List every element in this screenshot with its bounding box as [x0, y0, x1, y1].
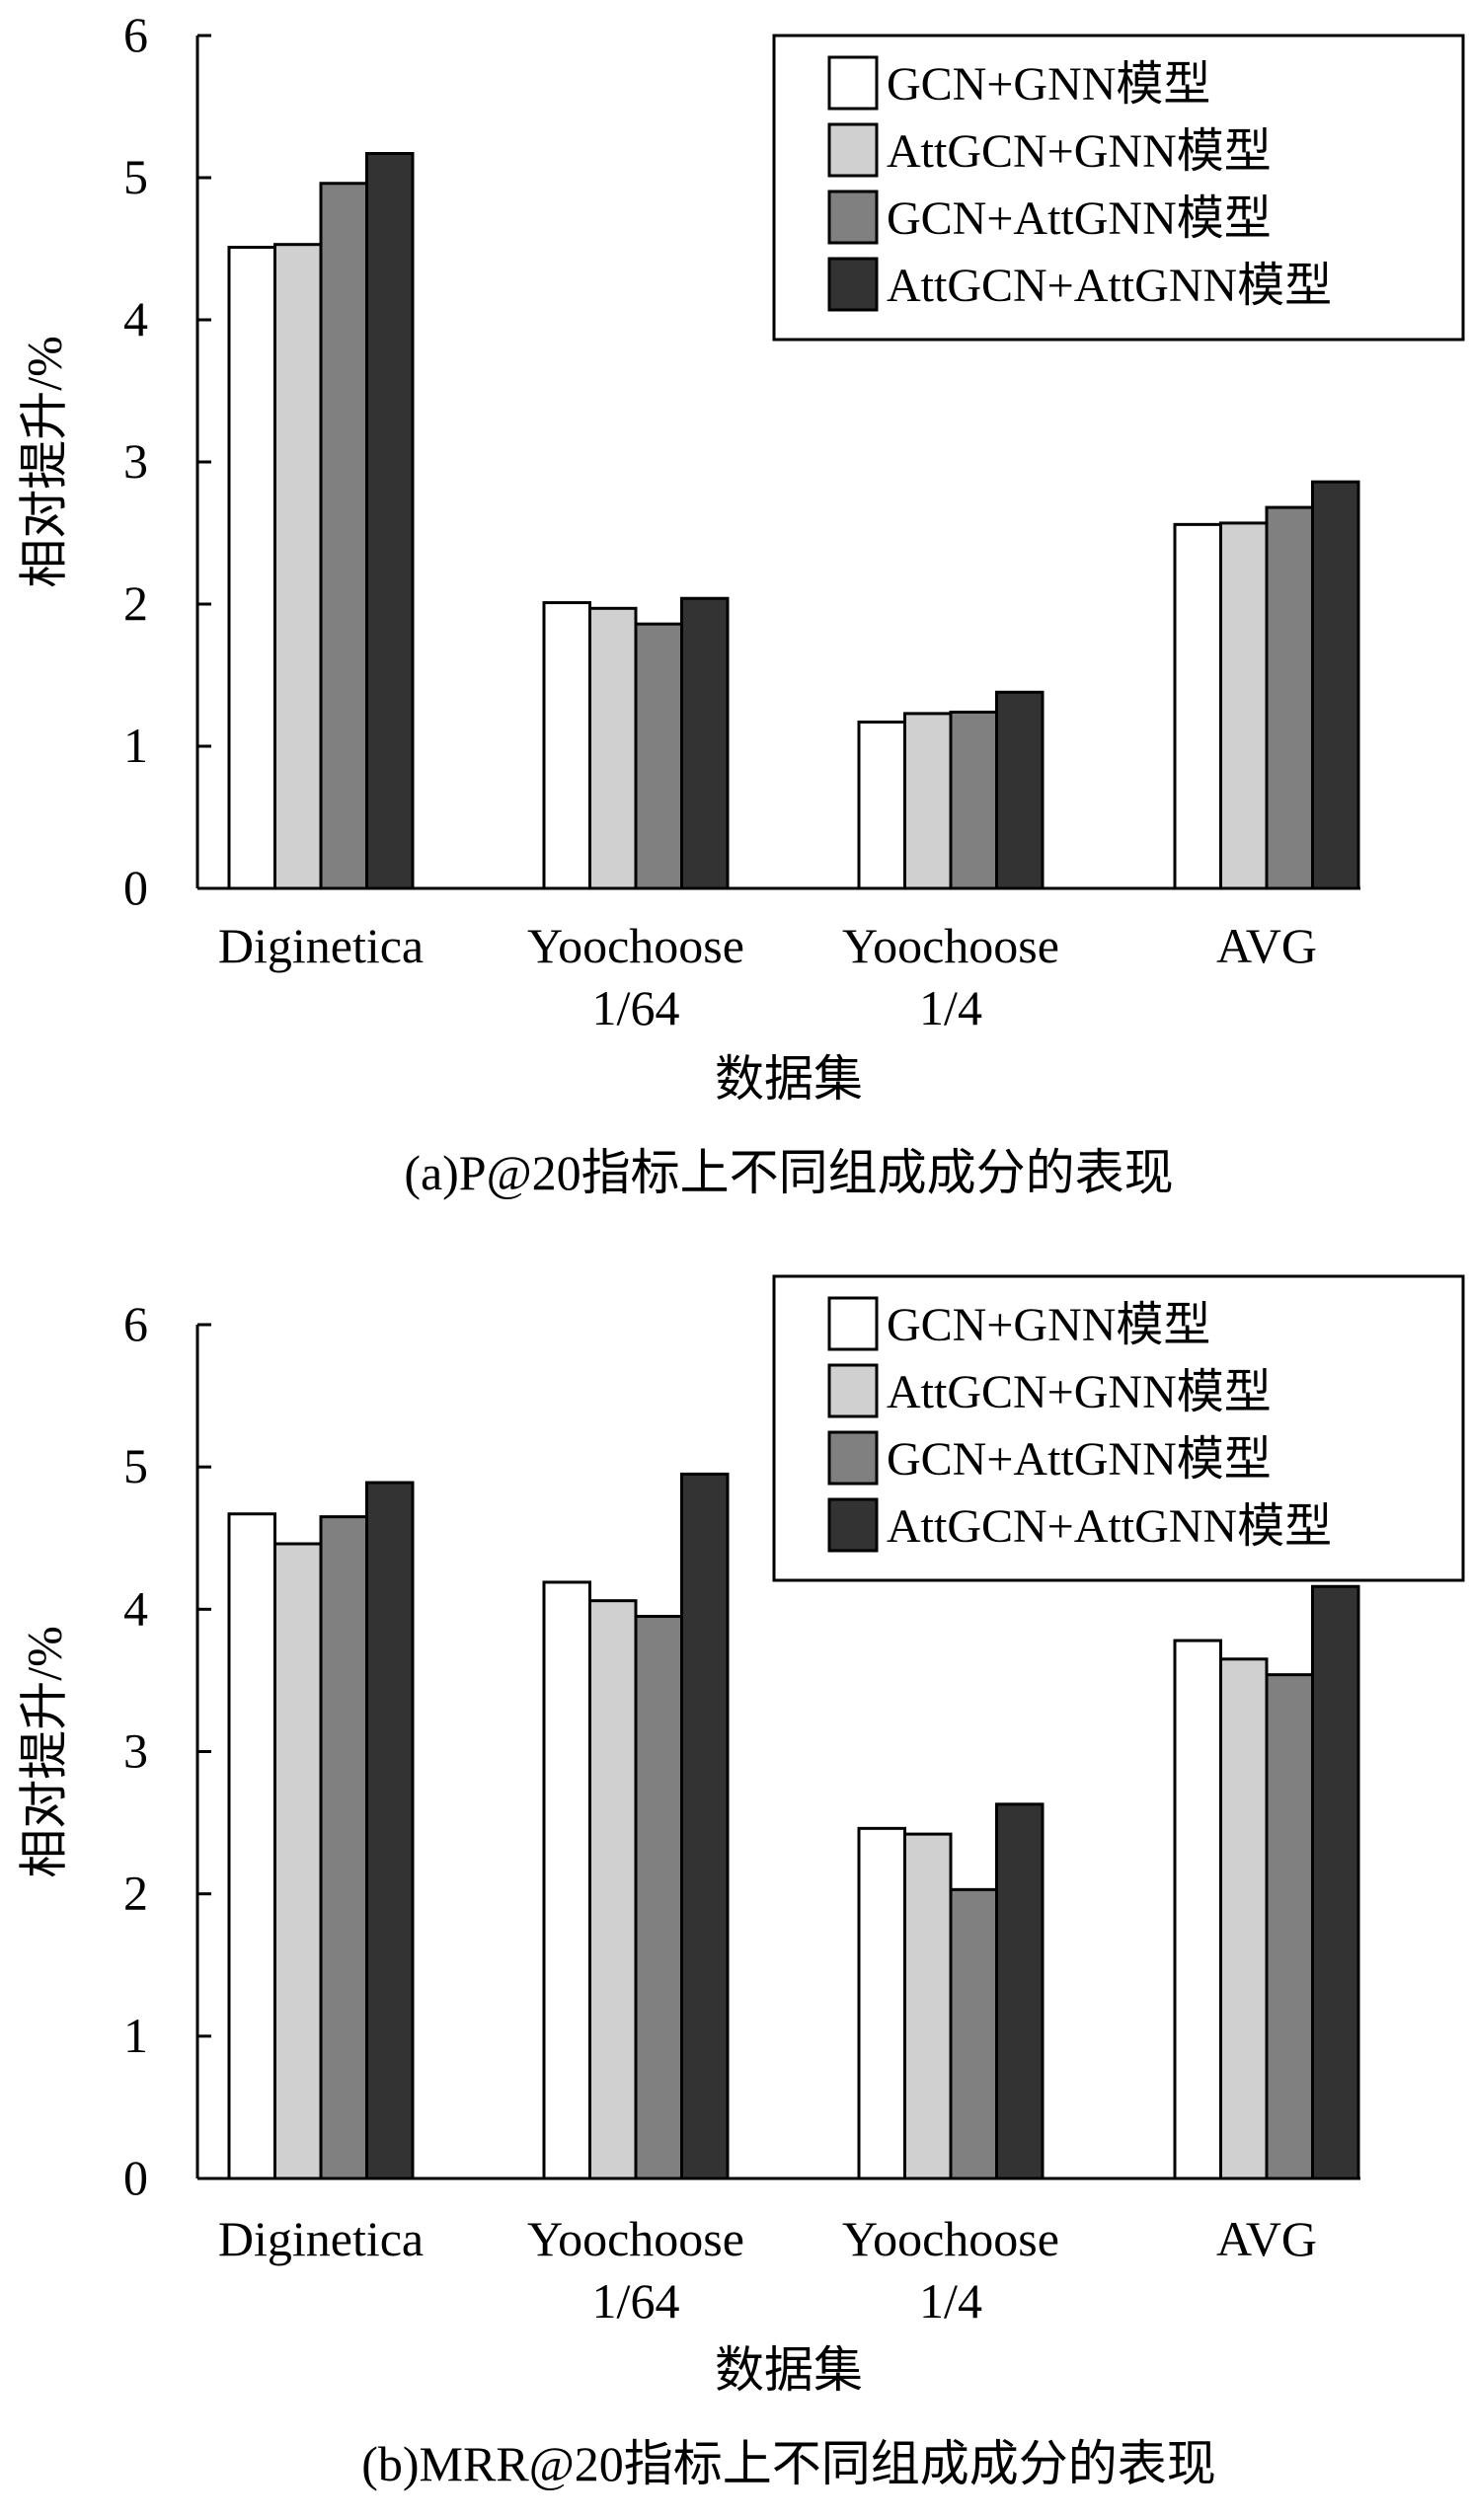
- y-tick-label: 3: [123, 433, 148, 489]
- y-tick-label: 5: [123, 1438, 148, 1493]
- bar-4-4: [1311, 480, 1360, 890]
- legend: GCN+GNN模型 AttGCN+GNN模型 GCN+AttGNN模型 AttGCN+…: [772, 34, 1465, 342]
- category-label: AVG: [1216, 2211, 1317, 2266]
- bar-2-3: [903, 1832, 953, 2180]
- bar-4-2: [680, 1472, 730, 2180]
- legend-label-3: GCN+AttGNN模型: [887, 1433, 1272, 1486]
- y-tick-label: 2: [123, 1866, 148, 1921]
- bar-1-4: [1173, 522, 1222, 890]
- category-label: Diginetica: [218, 918, 424, 973]
- category-label: Diginetica: [218, 2211, 424, 2266]
- bar-3-3: [949, 710, 998, 890]
- legend-swatch-4: [827, 1497, 879, 1553]
- y-axis-title: 相对提升/%: [16, 1626, 71, 1878]
- chart-a: 0 1 2 3 4 5 6 Diginetica Yoochoose 1/64 Yoochoose 1…: [16, 7, 1465, 1200]
- bar-3-2: [634, 1615, 683, 2180]
- bar-1-3: [857, 721, 906, 890]
- chart-b: 0 1 2 3 4 5 6 Diginetica Yoochoose 1/64 Yoochoose 1…: [16, 1274, 1465, 2491]
- y-tick-label: 5: [123, 149, 148, 204]
- bar-1-2: [542, 601, 591, 890]
- bar-1-2: [542, 1580, 591, 2180]
- legend-label-4: AttGCN+AttGNN模型: [887, 260, 1332, 312]
- bar-2-1: [273, 243, 323, 890]
- category-label: Yoochoose: [842, 918, 1059, 973]
- y-tick-label: 3: [123, 1723, 148, 1779]
- bar-2-1: [273, 1542, 323, 2180]
- y-tick-label: 6: [123, 1296, 148, 1351]
- legend-label-2: AttGCN+GNN模型: [887, 125, 1272, 178]
- legend-label-4: AttGCN+AttGNN模型: [887, 1500, 1332, 1553]
- category-label: Yoochoose: [527, 2211, 744, 2266]
- bar-1-3: [857, 1826, 906, 2180]
- category-label-line2: 1/4: [919, 2273, 982, 2329]
- legend-swatch-4: [827, 257, 879, 312]
- legend-label-1: GCN+GNN模型: [887, 1299, 1210, 1351]
- bar-1-1: [227, 246, 276, 890]
- y-tick-label: 1: [123, 718, 148, 773]
- category-label: Yoochoose: [842, 2211, 1059, 2266]
- legend-swatch-1: [827, 55, 879, 111]
- bar-3-4: [1265, 1673, 1314, 2180]
- bar-3-3: [949, 1887, 998, 2180]
- y-axis-title: 相对提升/%: [16, 336, 71, 588]
- bar-2-3: [903, 712, 953, 890]
- legend-swatch-1: [827, 1296, 879, 1351]
- bar-4-1: [365, 1481, 415, 2180]
- y-tick-label: 2: [123, 575, 148, 631]
- bar-3-1: [319, 182, 368, 890]
- bar-1-1: [227, 1512, 276, 2180]
- bar-4-2: [680, 596, 730, 890]
- legend-swatch-3: [827, 190, 879, 245]
- x-axis-title: 数据集: [715, 1051, 863, 1107]
- legend-swatch-2: [827, 122, 879, 178]
- bar-4-3: [995, 1802, 1045, 2180]
- legend-label-2: AttGCN+GNN模型: [887, 1366, 1272, 1418]
- y-tick-label: 4: [123, 291, 148, 346]
- bar-3-1: [319, 1515, 368, 2180]
- bar-4-1: [365, 152, 415, 890]
- legend-label-1: GCN+GNN模型: [887, 58, 1210, 111]
- legend-box: [772, 34, 1465, 342]
- category-label-line2: 1/64: [592, 980, 680, 1035]
- legend-swatch-3: [827, 1430, 879, 1486]
- legend-swatch-2: [827, 1363, 879, 1418]
- bar-3-4: [1265, 505, 1314, 890]
- bar-4-3: [995, 690, 1045, 890]
- y-tick-label: 0: [123, 860, 148, 915]
- bar-3-2: [634, 622, 683, 890]
- category-label: Yoochoose: [527, 918, 744, 973]
- legend: GCN+GNN模型 AttGCN+GNN模型 GCN+AttGNN模型 AttGCN+…: [772, 1274, 1465, 1582]
- y-tick-label: 4: [123, 1580, 148, 1636]
- bar-2-4: [1219, 521, 1269, 890]
- category-label-line2: 1/64: [592, 2273, 680, 2329]
- bar-2-4: [1219, 1657, 1269, 2180]
- figure-caption: (a)P@20指标上不同组成成分的表现: [404, 1145, 1173, 1200]
- bar-2-2: [588, 606, 638, 890]
- legend-label-3: GCN+AttGNN模型: [887, 192, 1272, 245]
- y-tick-label: 1: [123, 2008, 148, 2063]
- figure-caption: (b)MRR@20指标上不同组成成分的表现: [361, 2436, 1216, 2491]
- category-label-line2: 1/4: [919, 980, 982, 1035]
- legend-box: [772, 1274, 1465, 1582]
- y-tick-label: 0: [123, 2150, 148, 2205]
- category-label: AVG: [1216, 918, 1317, 973]
- y-tick-label: 6: [123, 7, 148, 62]
- bar-4-4: [1311, 1584, 1360, 2180]
- bar-1-4: [1173, 1639, 1222, 2180]
- x-axis-title: 数据集: [715, 2342, 863, 2398]
- bar-2-2: [588, 1599, 638, 2180]
